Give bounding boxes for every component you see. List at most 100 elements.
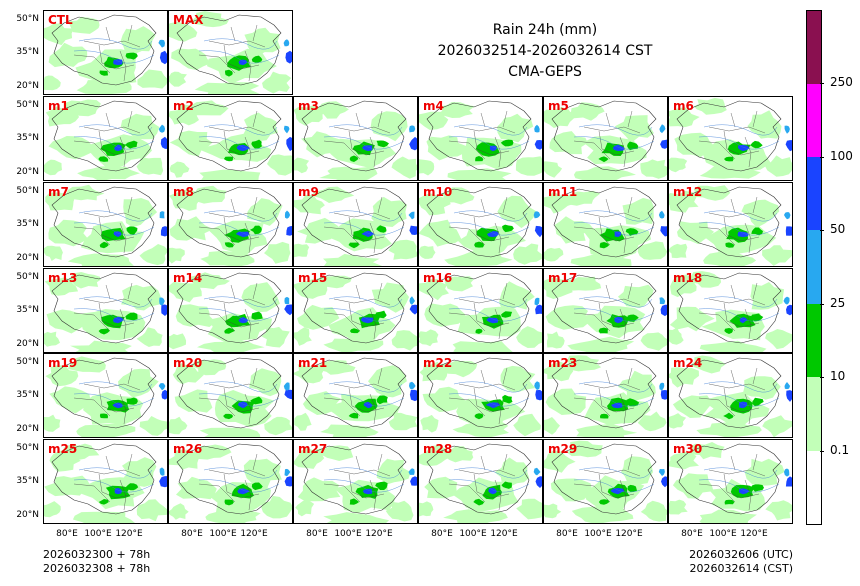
- panel-label: m2: [173, 99, 194, 113]
- longitude-label: 120°E: [365, 529, 393, 539]
- heavy-rain-area: [114, 136, 167, 152]
- heavy-rain-area: [485, 389, 542, 409]
- colorbar-label: 50: [830, 222, 846, 237]
- map-panel: m14: [168, 268, 293, 353]
- country-border: [426, 443, 532, 515]
- country-border: [51, 357, 157, 429]
- panel-label: m14: [173, 271, 203, 285]
- province-borders: [573, 196, 641, 254]
- province-borders: [198, 453, 266, 511]
- colorbar-segment: [806, 156, 822, 231]
- map-panel: m19: [43, 353, 168, 438]
- rain-25-50-area: [284, 468, 291, 477]
- colorbar-tick: [820, 450, 824, 452]
- precip-map: [169, 11, 292, 94]
- colorbar-label: 25: [830, 295, 846, 310]
- longitude-label: 100°E: [334, 529, 362, 539]
- heavy-rain-area: [486, 304, 542, 324]
- heavy-rain-area: [361, 225, 417, 238]
- rivers: [198, 124, 280, 150]
- heavy-rain-area: [614, 226, 667, 238]
- footer-right-line-1: 2026032606 (UTC): [689, 548, 793, 561]
- latitude-label: 20°N: [16, 253, 39, 263]
- precip-map: [544, 272, 667, 352]
- country-border: [676, 100, 782, 172]
- heavy-rain-area: [737, 226, 792, 238]
- map-panel: m21: [293, 353, 418, 438]
- panel-label: m9: [298, 185, 319, 199]
- rivers: [323, 124, 405, 150]
- map-panel: m10: [418, 182, 543, 267]
- rivers: [573, 210, 655, 236]
- rain-25-50-area: [533, 467, 541, 476]
- precip-map: [294, 357, 417, 437]
- colorbar-tick: [820, 303, 824, 305]
- heavy-rain-area: [488, 476, 542, 495]
- panel-label: m18: [673, 271, 703, 285]
- map-panel: m27: [293, 439, 418, 524]
- country-border: [551, 272, 657, 344]
- heavy-rain-area: [486, 225, 542, 238]
- rain-25-50-area: [158, 39, 165, 48]
- precip-map: [419, 443, 542, 523]
- province-borders: [698, 196, 766, 254]
- country-border: [176, 443, 282, 515]
- country-border: [301, 357, 407, 429]
- rain-25-50-area: [408, 468, 415, 475]
- light-rain-area: [669, 442, 792, 523]
- map-panel: m18: [668, 268, 793, 353]
- rivers: [698, 210, 780, 236]
- map-panel: m30: [668, 439, 793, 524]
- map-panel: m20: [168, 353, 293, 438]
- latitude-label: 35°N: [16, 476, 39, 486]
- country-border: [176, 100, 282, 172]
- title-line-2: 2026032514-2026032614 CST: [437, 43, 653, 59]
- country-border: [551, 357, 657, 429]
- longitude-label: 80°E: [306, 529, 328, 539]
- province-borders: [698, 453, 766, 511]
- rain-25-50-area: [534, 124, 540, 133]
- country-border: [676, 357, 782, 429]
- panel-label: m13: [48, 271, 78, 285]
- country-border: [176, 14, 282, 86]
- longitude-label: 100°E: [459, 529, 487, 539]
- map-panel: m3: [293, 96, 418, 181]
- province-borders: [698, 367, 766, 425]
- precip-map: [669, 97, 792, 179]
- rain-25-50-area: [658, 210, 665, 219]
- precip-map: [169, 185, 292, 266]
- latitude-label: 20°N: [16, 81, 39, 91]
- light-rain-area: [169, 359, 292, 437]
- panel-label: m19: [48, 356, 78, 370]
- rivers: [323, 381, 405, 407]
- heavy-rain-area: [738, 140, 792, 152]
- rain-25-50-area: [784, 212, 791, 220]
- colorbar-label: 250: [830, 75, 853, 90]
- province-borders: [198, 24, 266, 82]
- province-borders: [73, 453, 141, 511]
- longitude-label: 80°E: [556, 529, 578, 539]
- heavy-rain-area: [237, 476, 292, 495]
- panel-label: MAX: [173, 13, 204, 27]
- rivers: [198, 381, 280, 407]
- longitude-label: 120°E: [490, 529, 518, 539]
- rain-25-50-area: [534, 297, 540, 306]
- moderate-rain-area: [725, 227, 763, 248]
- panel-label: m12: [673, 185, 703, 199]
- province-borders: [73, 367, 141, 425]
- heavy-rain-area: [112, 304, 167, 324]
- country-border: [51, 443, 157, 515]
- precip-map: [669, 355, 792, 437]
- precip-map: [44, 272, 167, 352]
- panel-label: m22: [423, 356, 453, 370]
- rivers: [198, 210, 280, 236]
- longitude-label: 100°E: [709, 529, 737, 539]
- panel-label: m5: [548, 99, 569, 113]
- panel-label: m27: [298, 442, 328, 456]
- rivers: [698, 467, 780, 493]
- rain-25-50-area: [658, 469, 665, 476]
- light-rain-area: [419, 361, 541, 437]
- country-border: [301, 272, 407, 344]
- country-border: [426, 357, 532, 429]
- province-borders: [73, 282, 141, 340]
